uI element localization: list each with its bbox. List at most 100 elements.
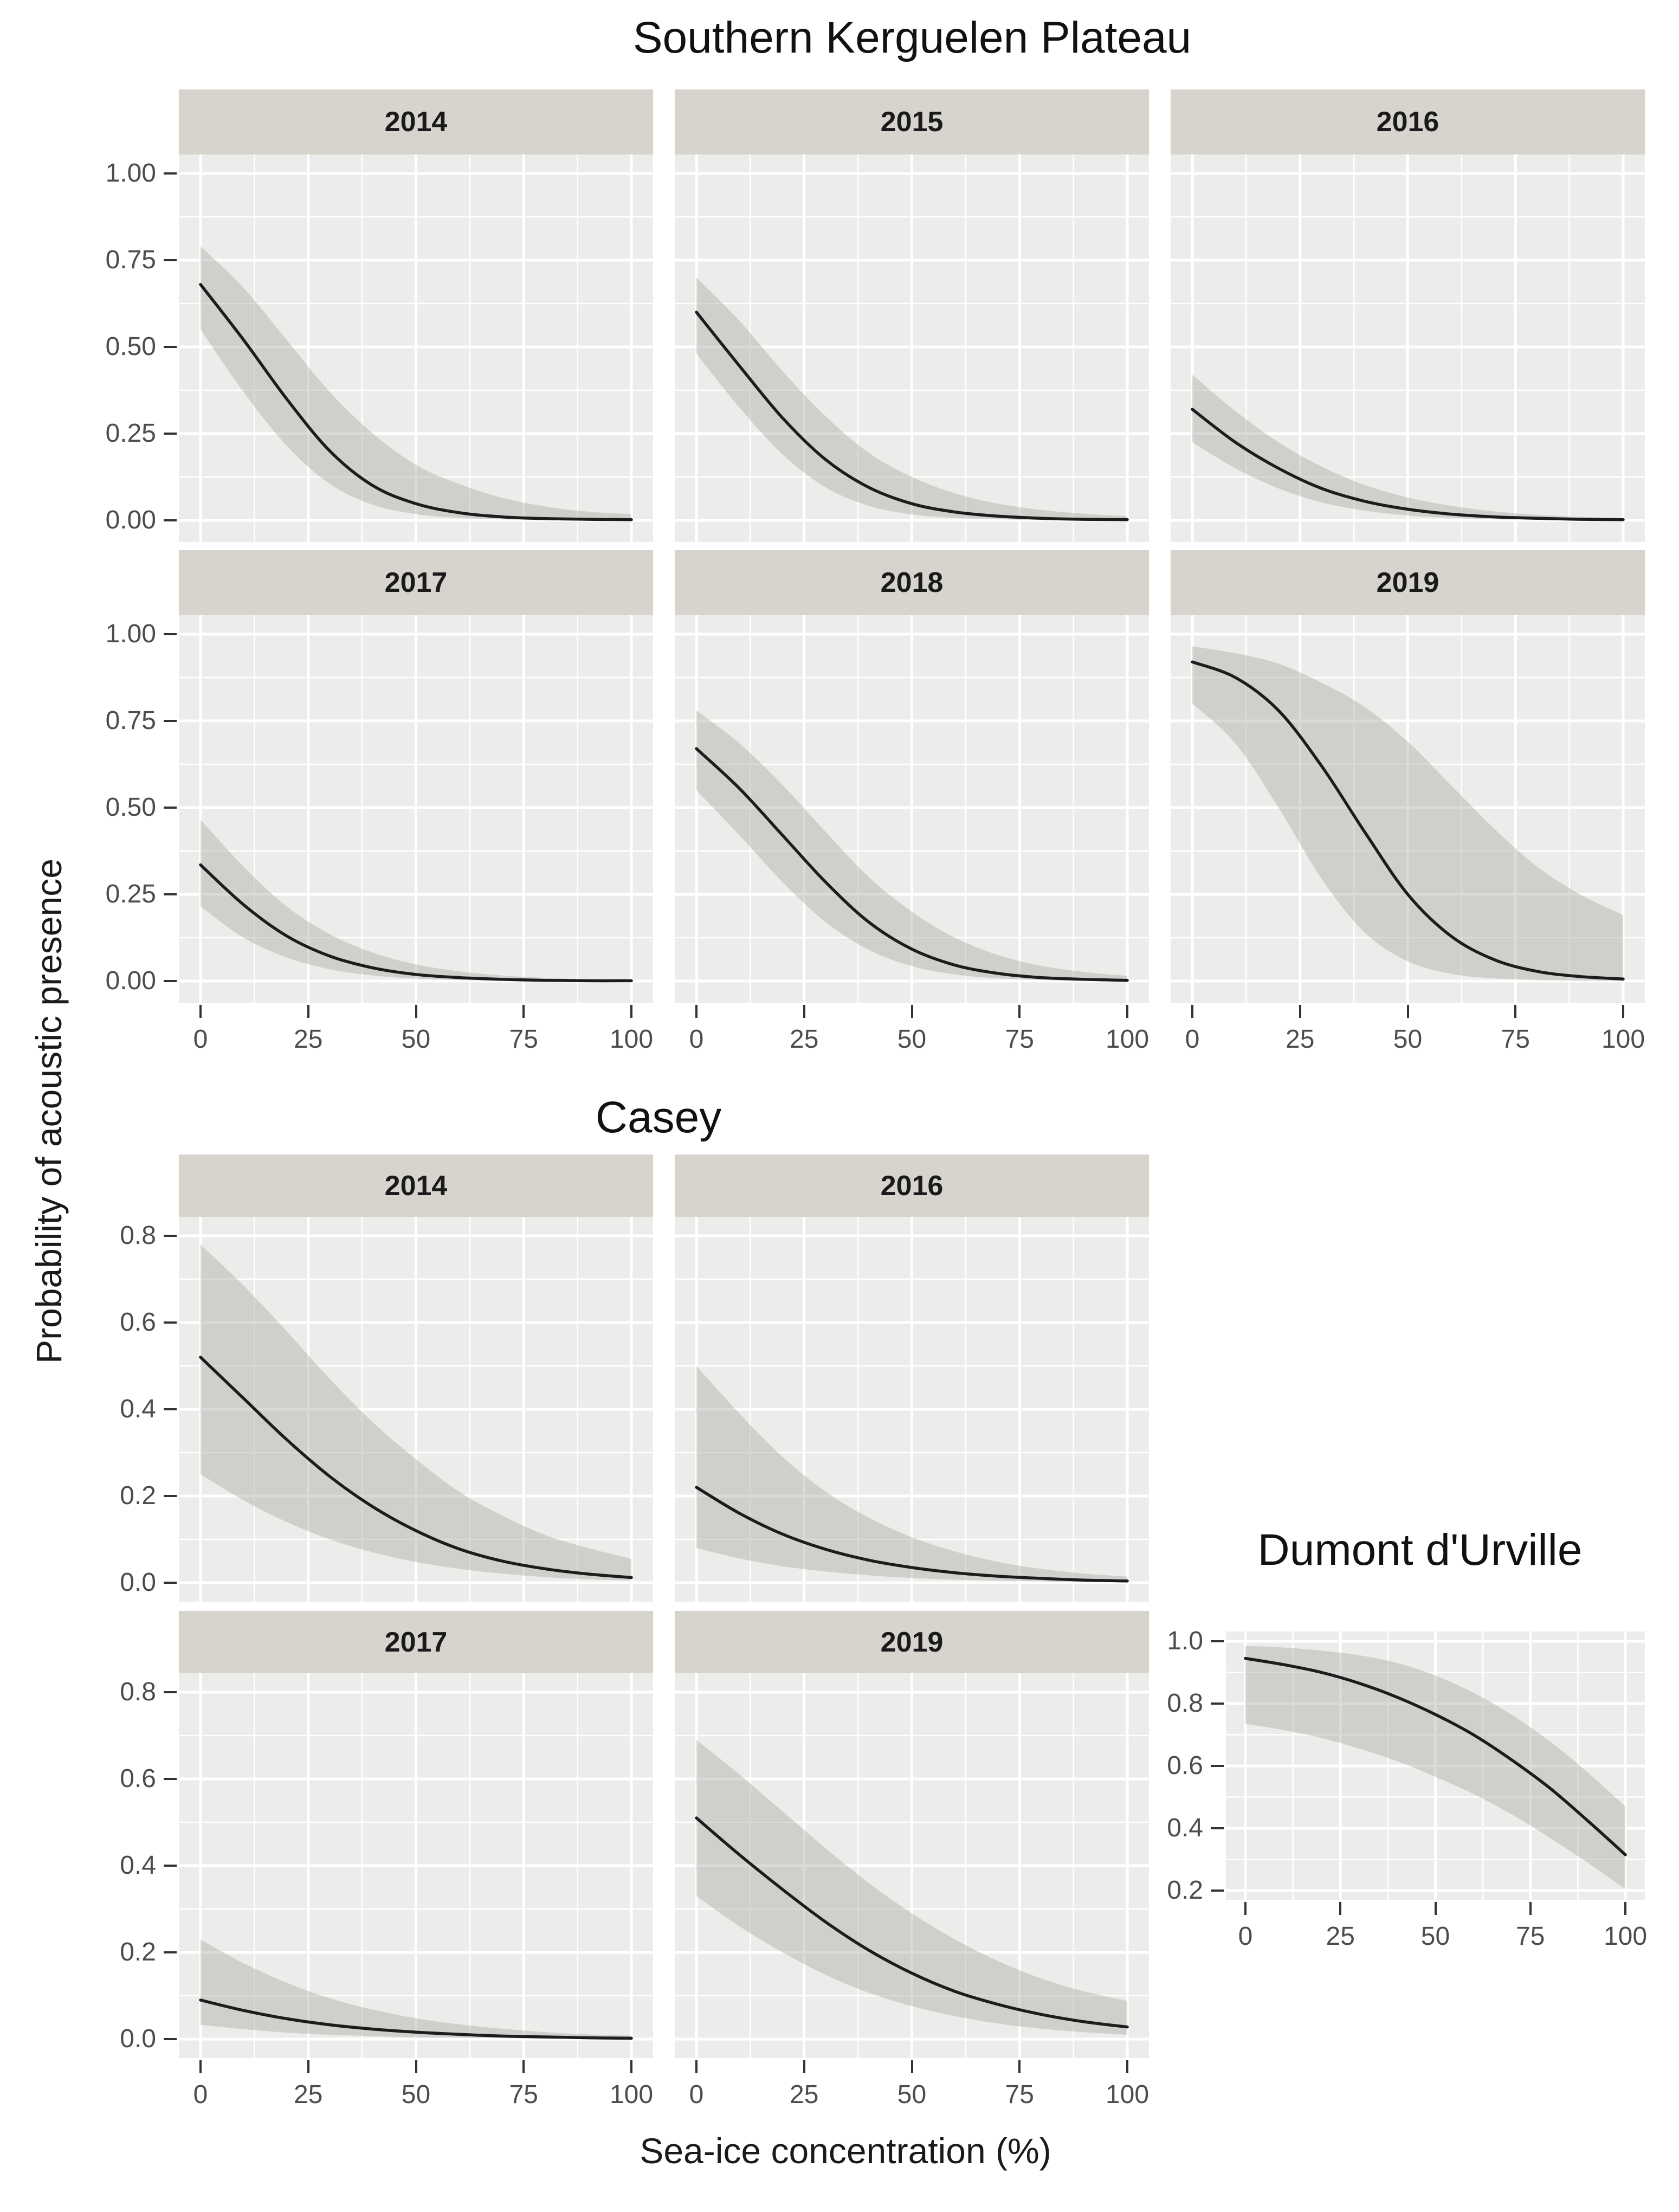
x-tick-mark bbox=[803, 1005, 805, 1018]
x-tick-label: 50 bbox=[1420, 1922, 1450, 1951]
probability-curve bbox=[1191, 408, 1625, 521]
major-gridlines bbox=[675, 615, 1149, 1003]
facet-strip: 2014 bbox=[179, 1155, 653, 1217]
y-tick-label: 0.8 bbox=[120, 1221, 156, 1250]
y-tick-mark bbox=[164, 1495, 177, 1497]
y-tick-label: 0.4 bbox=[1167, 1813, 1203, 1842]
probability-curve bbox=[1191, 660, 1625, 981]
x-tick-label: 50 bbox=[401, 1025, 431, 1054]
facet-strip: 2018 bbox=[675, 550, 1149, 615]
facet-panel-2016 bbox=[1171, 154, 1645, 542]
y-tick-label: 0.75 bbox=[105, 706, 156, 735]
facet-panel-2019 bbox=[1171, 615, 1645, 1003]
x-tick-mark bbox=[1244, 1902, 1247, 1915]
y-tick-label: 1.00 bbox=[105, 159, 156, 188]
facet-strip-label: 2014 bbox=[384, 106, 448, 138]
x-tick-mark bbox=[1299, 1005, 1301, 1018]
y-tick-mark bbox=[164, 259, 177, 261]
confidence-ribbon bbox=[696, 1366, 1127, 1583]
y-tick-label: 0.50 bbox=[105, 332, 156, 361]
facet-strip: 2019 bbox=[675, 1611, 1149, 1673]
y-tick-mark bbox=[164, 1691, 177, 1693]
confidence-ribbon bbox=[1192, 375, 1623, 520]
facet-strip: 2016 bbox=[1171, 89, 1645, 154]
facet-panel-dumont-d-urville bbox=[1226, 1631, 1645, 1900]
facet-strip-label: 2016 bbox=[880, 1170, 944, 1202]
y-tick-mark bbox=[164, 346, 177, 348]
facet-strip: 2016 bbox=[675, 1155, 1149, 1217]
probability-curve bbox=[695, 1486, 1129, 1583]
probability-curve bbox=[199, 283, 633, 521]
confidence-ribbon bbox=[201, 1244, 631, 1581]
y-tick-label: 0.6 bbox=[1167, 1751, 1203, 1780]
x-tick-label: 75 bbox=[1005, 2080, 1034, 2109]
confidence-ribbon bbox=[1245, 1646, 1625, 1889]
x-tick-mark bbox=[199, 1005, 202, 1018]
y-tick-mark bbox=[164, 1778, 177, 1780]
x-tick-label: 50 bbox=[897, 2080, 927, 2109]
probability-curve bbox=[695, 747, 1129, 982]
y-tick-label: 0.2 bbox=[120, 1938, 156, 1966]
x-tick-mark bbox=[199, 2060, 202, 2073]
y-tick-mark bbox=[164, 980, 177, 982]
probability-curve bbox=[1244, 1656, 1627, 1856]
x-tick-mark bbox=[415, 2060, 417, 2073]
facet-panel-2017 bbox=[179, 615, 653, 1003]
x-tick-label: 25 bbox=[294, 1025, 323, 1054]
x-tick-label: 0 bbox=[1185, 1025, 1200, 1054]
x-tick-label: 75 bbox=[1501, 1025, 1530, 1054]
confidence-ribbon bbox=[696, 710, 1127, 981]
facet-panel-2015 bbox=[675, 154, 1149, 542]
major-gridlines bbox=[179, 615, 653, 1003]
y-tick-mark bbox=[1211, 1889, 1224, 1892]
confidence-ribbon bbox=[696, 1740, 1127, 2035]
x-tick-mark bbox=[1622, 1005, 1624, 1018]
x-tick-label: 100 bbox=[609, 1025, 654, 1054]
y-axis-title: Probability of acoustic presence bbox=[29, 859, 69, 1364]
y-tick-label: 0.00 bbox=[105, 506, 156, 534]
y-tick-mark bbox=[164, 1582, 177, 1584]
probability-curve bbox=[199, 1356, 633, 1579]
y-tick-mark bbox=[164, 633, 177, 635]
x-tick-label: 0 bbox=[193, 1025, 208, 1054]
facet-panel-2017 bbox=[179, 1673, 653, 2058]
x-tick-mark bbox=[415, 1005, 417, 1018]
y-tick-mark bbox=[164, 1865, 177, 1867]
x-tick-label: 25 bbox=[1326, 1922, 1355, 1951]
x-tick-label: 75 bbox=[1005, 1025, 1034, 1054]
y-tick-mark bbox=[164, 172, 177, 175]
x-tick-mark bbox=[695, 2060, 698, 2073]
x-tick-label: 75 bbox=[509, 1025, 538, 1054]
x-tick-label: 25 bbox=[790, 1025, 819, 1054]
x-tick-label: 50 bbox=[1393, 1025, 1423, 1054]
facet-strip: 2019 bbox=[1171, 550, 1645, 615]
y-tick-mark bbox=[164, 720, 177, 722]
facet-strip-label: 2019 bbox=[880, 1626, 944, 1658]
y-tick-label: 0.0 bbox=[120, 2024, 156, 2053]
y-tick-label: 0.25 bbox=[105, 880, 156, 908]
y-tick-mark bbox=[1211, 1702, 1224, 1705]
facet-strip-label: 2017 bbox=[384, 1626, 448, 1658]
x-axis-title: Sea-ice concentration (%) bbox=[640, 2131, 1051, 2171]
y-tick-label: 0.0 bbox=[120, 1568, 156, 1597]
y-tick-label: 0.25 bbox=[105, 419, 156, 448]
x-tick-mark bbox=[522, 2060, 525, 2073]
x-tick-label: 100 bbox=[1603, 1922, 1648, 1951]
facet-strip: 2015 bbox=[675, 89, 1149, 154]
probability-curve bbox=[695, 1816, 1129, 2029]
major-gridlines bbox=[179, 1673, 653, 2058]
facet-panel-2014 bbox=[179, 154, 653, 542]
facet-strip: 2017 bbox=[179, 1611, 653, 1673]
x-tick-mark bbox=[522, 1005, 525, 1018]
x-tick-mark bbox=[910, 1005, 913, 1018]
y-tick-mark bbox=[164, 893, 177, 895]
facet-strip-label: 2017 bbox=[384, 567, 448, 598]
x-tick-mark bbox=[630, 1005, 632, 1018]
y-tick-mark bbox=[164, 1408, 177, 1410]
y-tick-label: 0.4 bbox=[120, 1395, 156, 1423]
x-tick-mark bbox=[1339, 1902, 1342, 1915]
x-tick-label: 50 bbox=[401, 2080, 431, 2109]
x-tick-label: 25 bbox=[1286, 1025, 1315, 1054]
facet-strip-label: 2016 bbox=[1376, 106, 1439, 138]
